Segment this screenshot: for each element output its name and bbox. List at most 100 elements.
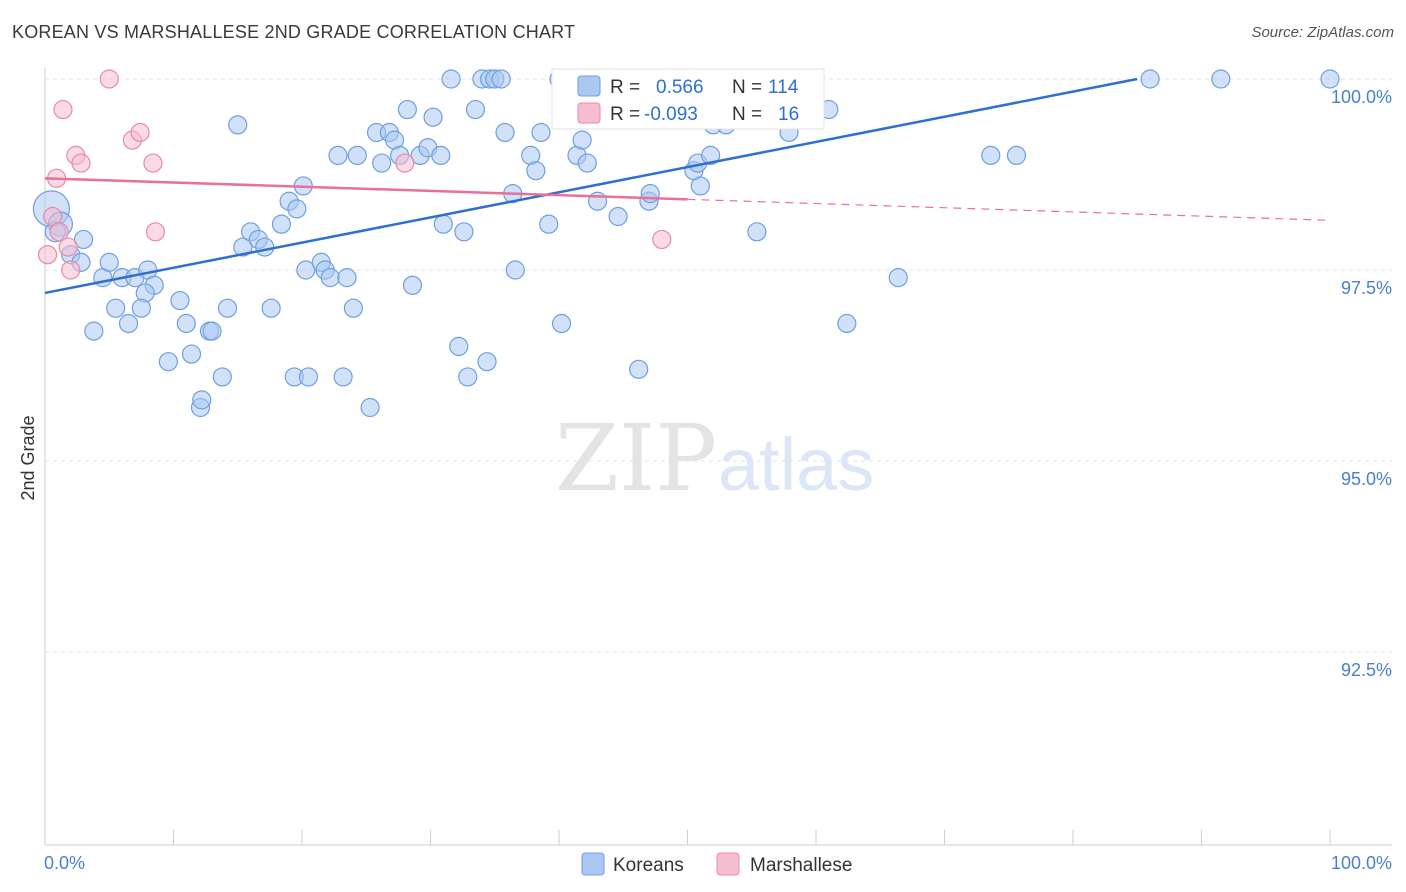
- legend-n-label-marshallese: N =: [732, 104, 762, 125]
- korean-point: [572, 130, 592, 150]
- korean-point: [1211, 69, 1231, 89]
- korean-point: [1006, 145, 1027, 165]
- legend-r-label-koreans: R =: [610, 77, 640, 98]
- korean-point: [1320, 69, 1340, 89]
- korean-point: [181, 344, 202, 364]
- korean-point: [131, 298, 151, 318]
- korean-point: [640, 184, 660, 204]
- korean-point: [431, 145, 451, 165]
- legend-swatch-marshallese: [577, 102, 601, 124]
- korean-point: [441, 69, 461, 89]
- korean-point: [491, 69, 511, 89]
- korean-point: [99, 252, 119, 272]
- bottom-legend-swatch-koreans: [581, 852, 605, 876]
- korean-point: [423, 107, 443, 127]
- korean-point: [477, 352, 497, 372]
- legend-r-value-marshallese: -0.093: [644, 104, 698, 125]
- korean-point: [343, 298, 363, 318]
- marshallese-point: [53, 99, 73, 120]
- koreans-trend-line: [44, 77, 1138, 295]
- korean-point: [465, 99, 486, 120]
- korean-point: [888, 268, 908, 288]
- marshallese-point: [395, 153, 415, 173]
- korean-point: [690, 176, 710, 196]
- korean-point: [372, 153, 392, 173]
- korean-point: [526, 161, 546, 181]
- bottom-legend: Koreans Marshallese: [581, 852, 852, 876]
- chart-source: Source: ZipAtlas.com: [1251, 24, 1394, 41]
- bottom-legend-swatch-marshallese: [716, 852, 740, 876]
- marshallese-point: [71, 153, 91, 173]
- bottom-legend-label-marshallese: Marshallese: [750, 855, 852, 876]
- korean-point: [837, 313, 857, 334]
- marshallese-point: [61, 260, 81, 280]
- marshallese-point: [99, 69, 119, 89]
- y-tick-labels: 92.5% 95.0% 97.5% 100.0%: [1331, 87, 1392, 680]
- marshallese-point: [145, 222, 166, 242]
- korean-point: [298, 367, 319, 387]
- korean-point: [551, 313, 572, 334]
- korean-point: [333, 367, 353, 387]
- korean-point: [402, 275, 423, 295]
- korean-point: [433, 214, 453, 234]
- marshallese-trend-extension: [687, 198, 1331, 221]
- korean-point: [170, 290, 190, 311]
- gridlines: [45, 78, 1392, 653]
- korean-point: [84, 321, 104, 341]
- korean-point: [458, 367, 478, 387]
- marshallese-point: [130, 122, 150, 143]
- koreans-points: [32, 69, 1340, 418]
- korean-point: [495, 122, 515, 143]
- y-tick-label: 97.5%: [1341, 278, 1392, 298]
- korean-point: [531, 122, 551, 143]
- korean-point: [505, 260, 525, 280]
- y-axis-title: 2nd Grade: [18, 415, 38, 500]
- korean-point: [608, 206, 628, 227]
- korean-point: [296, 260, 316, 280]
- trend-lines: [44, 77, 1331, 295]
- y-tick-label: 95.0%: [1341, 469, 1392, 489]
- korean-point: [233, 237, 253, 257]
- korean-point: [337, 268, 357, 288]
- legend-box: R = 0.566 N = 114 R = -0.093 N = 16: [551, 68, 825, 130]
- korean-point: [539, 214, 559, 234]
- legend-r-value-koreans: 0.566: [656, 77, 704, 98]
- korean-point: [701, 145, 721, 165]
- korean-point: [320, 268, 340, 288]
- korean-point: [287, 199, 307, 219]
- marshallese-point: [143, 153, 163, 173]
- y-tick-label: 100.0%: [1331, 87, 1392, 107]
- marshallese-points: [37, 69, 672, 280]
- korean-point: [202, 321, 222, 341]
- korean-point: [454, 222, 474, 242]
- marshallese-trend-line: [44, 177, 688, 201]
- korean-point: [217, 298, 238, 318]
- korean-point: [212, 367, 232, 387]
- bottom-legend-label-koreans: Koreans: [613, 855, 684, 876]
- korean-point: [328, 145, 348, 165]
- korean-point: [73, 229, 94, 250]
- legend-n-value-marshallese: 16: [778, 104, 799, 125]
- korean-point: [118, 313, 139, 334]
- axes: [44, 68, 1392, 846]
- korean-point: [271, 214, 292, 234]
- korean-point: [255, 237, 275, 257]
- korean-point: [360, 397, 380, 418]
- legend-r-label-marshallese: R =: [610, 104, 640, 125]
- legend-n-value-koreans: 114: [768, 77, 799, 98]
- legend-n-label-koreans: N =: [732, 77, 762, 98]
- y-tick-label: 92.5%: [1341, 660, 1392, 680]
- x-tick-label-min: 0.0%: [44, 853, 85, 873]
- chart-title: KOREAN VS MARSHALLESE 2ND GRADE CORRELAT…: [12, 22, 576, 42]
- watermark-atlas: atlas: [718, 423, 874, 506]
- korean-point: [158, 352, 178, 372]
- korean-point: [629, 359, 649, 379]
- korean-point: [192, 390, 212, 410]
- marshallese-point: [652, 229, 672, 250]
- legend-swatch-koreans: [577, 75, 601, 97]
- korean-point: [347, 145, 367, 165]
- korean-point: [981, 145, 1001, 165]
- korean-point: [106, 298, 126, 318]
- watermark-zip: ZIP: [555, 405, 717, 512]
